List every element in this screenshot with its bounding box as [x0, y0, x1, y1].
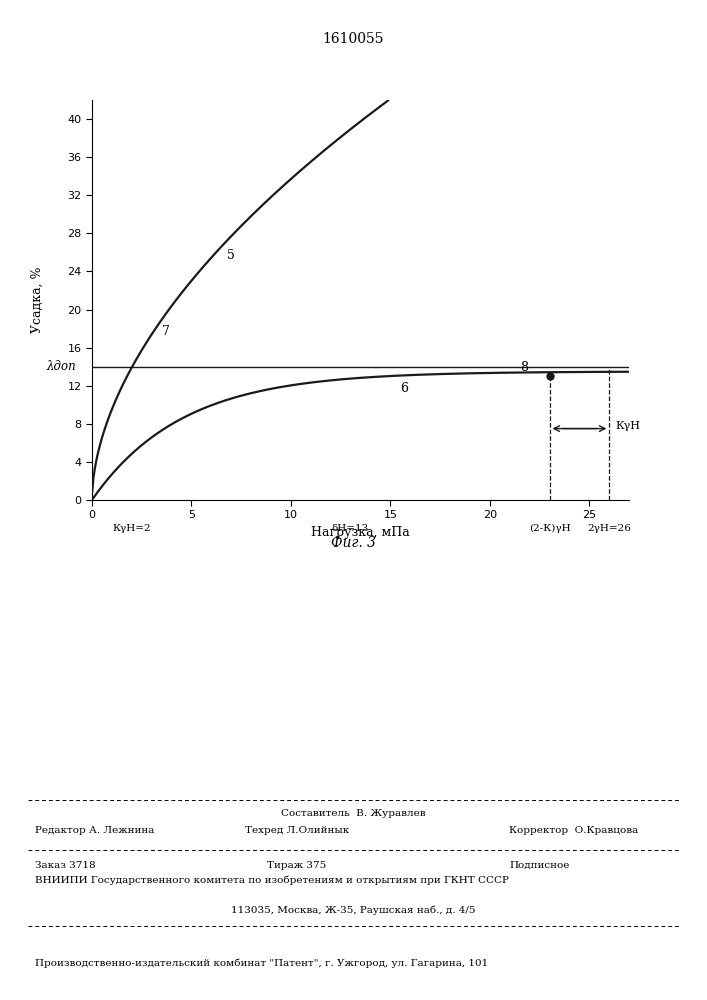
X-axis label: Нагрузка, мПа: Нагрузка, мПа: [311, 526, 410, 539]
Text: Заказ 3718: Заказ 3718: [35, 861, 96, 870]
Text: КγН=2: КγН=2: [112, 524, 151, 533]
Text: Редактор А. Лежнина: Редактор А. Лежнина: [35, 826, 155, 835]
Text: 7: 7: [162, 325, 170, 338]
Text: 5: 5: [227, 249, 235, 262]
Text: δН=13: δН=13: [332, 524, 369, 533]
Text: ВНИИПИ Государственного комитета по изобретениям и открытиям при ГКНТ СССР: ВНИИПИ Государственного комитета по изоб…: [35, 876, 509, 885]
Text: Подписное: Подписное: [509, 861, 569, 870]
Text: (2-К)γН: (2-К)γН: [529, 524, 571, 533]
Text: Корректор  О.Кравцова: Корректор О.Кравцова: [509, 826, 638, 835]
Text: Производственно-издательский комбинат "Патент", г. Ужгород, ул. Гагарина, 101: Производственно-издательский комбинат "П…: [35, 958, 489, 968]
Text: Составитель  В. Журавлев: Составитель В. Журавлев: [281, 809, 426, 818]
Y-axis label: Усадка, %: Усадка, %: [30, 267, 44, 333]
Text: КγН: КγН: [615, 421, 641, 431]
Text: 1610055: 1610055: [323, 32, 384, 46]
Text: λдоп: λдоп: [46, 360, 76, 373]
Text: Техред Л.Олийнык: Техред Л.Олийнык: [245, 826, 349, 835]
Text: 113035, Москва, Ж-35, Раушская наб., д. 4/5: 113035, Москва, Ж-35, Раушская наб., д. …: [231, 906, 476, 915]
Text: 8: 8: [520, 361, 528, 374]
Text: Тираж 375: Тираж 375: [267, 861, 327, 870]
Text: 6: 6: [400, 382, 409, 395]
Text: 2γН=26: 2γН=26: [588, 524, 631, 533]
Text: Фиг. 3: Фиг. 3: [331, 536, 376, 550]
